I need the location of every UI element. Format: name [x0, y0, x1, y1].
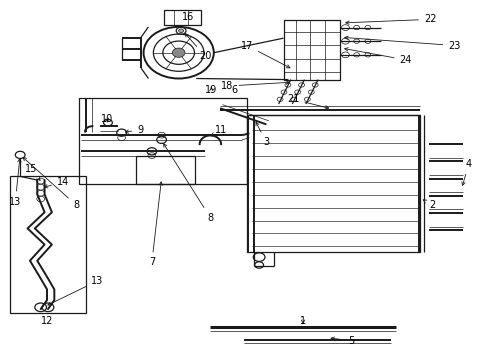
Text: 18: 18: [221, 81, 289, 91]
Text: 10: 10: [101, 114, 113, 124]
Bar: [10, 176, 86, 313]
Text: 6: 6: [231, 85, 237, 95]
Text: 24: 24: [344, 48, 411, 65]
Text: 9: 9: [125, 125, 143, 135]
Text: 4: 4: [461, 159, 471, 185]
Text: 11: 11: [211, 125, 227, 136]
Bar: [283, 21, 339, 80]
Text: 15: 15: [25, 164, 40, 180]
Bar: [79, 98, 246, 184]
Text: 21: 21: [286, 94, 328, 109]
Text: 20: 20: [184, 33, 211, 61]
Text: 8: 8: [163, 144, 213, 222]
Text: 22: 22: [345, 14, 436, 24]
Text: 5: 5: [330, 336, 354, 346]
Text: 7: 7: [148, 182, 162, 267]
Text: 14: 14: [44, 177, 69, 188]
Text: 12: 12: [41, 316, 53, 325]
Text: 19: 19: [205, 85, 217, 95]
Circle shape: [178, 29, 183, 32]
Text: 23: 23: [344, 36, 460, 50]
Text: 1: 1: [299, 316, 305, 325]
Bar: [163, 10, 200, 25]
Text: 3: 3: [255, 122, 269, 147]
Text: 13: 13: [48, 276, 103, 305]
Circle shape: [172, 48, 184, 57]
Text: 17: 17: [240, 41, 289, 68]
Text: 2: 2: [422, 200, 434, 210]
Bar: [246, 116, 419, 252]
Text: 13: 13: [9, 159, 21, 207]
Bar: [136, 156, 194, 184]
Text: 8: 8: [23, 157, 79, 210]
Text: 16: 16: [182, 12, 194, 22]
